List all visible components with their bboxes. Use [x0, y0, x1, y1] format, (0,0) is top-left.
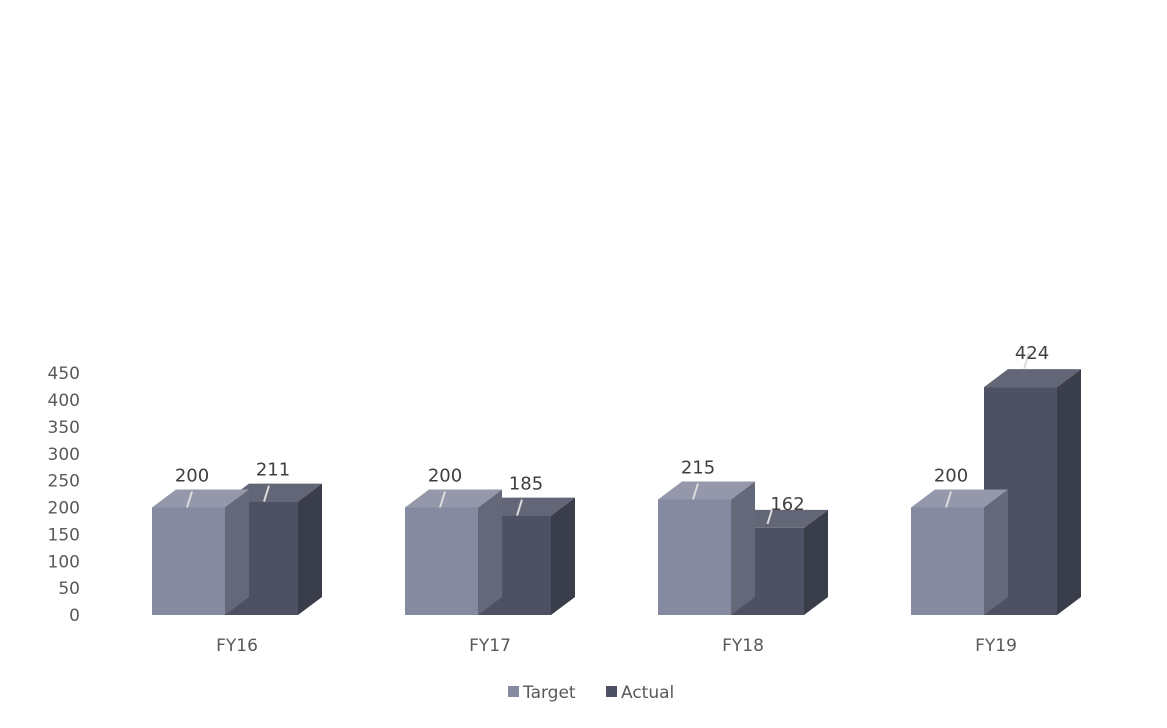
legend-label-target: Target — [522, 683, 576, 703]
data-label-actual-fy19: 424 — [1015, 343, 1049, 364]
bar-top-face — [911, 489, 1008, 508]
data-label-target-fy16: 200 — [175, 466, 209, 487]
y-tick-label-400: 400 — [48, 391, 80, 411]
bar-top-face — [984, 369, 1081, 388]
y-tick-label-150: 150 — [48, 525, 80, 545]
data-label-target-fy18: 215 — [681, 457, 715, 478]
y-tick-label-350: 350 — [48, 418, 80, 438]
y-tick-label-0: 0 — [69, 606, 80, 626]
x-tick-label-fy19: FY19 — [975, 636, 1017, 656]
data-labels: 200 211 200 185 215 162 200 424 — [175, 343, 1049, 525]
bar-target-fy18 — [658, 481, 755, 615]
data-label-leader — [692, 483, 699, 500]
y-tick-label-300: 300 — [48, 445, 80, 465]
bar-front-face — [405, 507, 478, 615]
y-tick-label-50: 50 — [58, 579, 80, 599]
y-tick-label-100: 100 — [48, 552, 80, 572]
bar-side-face — [984, 489, 1008, 615]
data-label-leader — [945, 491, 952, 508]
bar-target-fy19 — [911, 489, 1008, 615]
x-tick-label-fy16: FY16 — [216, 636, 258, 656]
legend-label-actual: Actual — [621, 683, 674, 703]
bar-side-face — [478, 489, 502, 615]
data-label-leader — [439, 491, 446, 508]
y-axis: 0 50 100 150 200 250 300 350 400 450 — [48, 364, 80, 626]
bars — [152, 369, 1081, 615]
bar-side-face — [804, 509, 828, 615]
bar-target-fy16 — [152, 489, 249, 615]
bar-side-face — [1057, 369, 1081, 615]
y-tick-label-450: 450 — [48, 364, 80, 384]
bar-top-face — [225, 483, 322, 502]
bar-target-fy17 — [405, 489, 502, 615]
data-label-leader — [1023, 352, 1030, 370]
legend: Target Actual — [508, 683, 674, 703]
bar-side-face — [298, 483, 322, 615]
data-label-actual-fy17: 185 — [509, 474, 543, 495]
data-label-leader — [186, 491, 193, 508]
bar-top-face — [405, 489, 502, 508]
bar-side-face — [225, 489, 249, 615]
x-tick-label-fy18: FY18 — [722, 636, 764, 656]
bar-actual-fy19 — [984, 369, 1081, 615]
bar-top-face — [478, 497, 575, 516]
bar-side-face — [731, 481, 755, 615]
legend-swatch-target — [508, 686, 519, 697]
data-label-leader — [766, 507, 774, 525]
data-label-actual-fy18: 162 — [770, 494, 804, 515]
x-axis: FY16 FY17 FY18 FY19 — [216, 636, 1017, 656]
bar-top-face — [658, 481, 755, 500]
bar-front-face — [152, 507, 225, 615]
data-label-leader — [263, 485, 270, 502]
data-label-actual-fy16: 211 — [256, 460, 290, 481]
bar-front-face — [911, 507, 984, 615]
bar-top-face — [731, 509, 828, 528]
y-tick-label-250: 250 — [48, 472, 80, 492]
legend-swatch-actual — [606, 686, 617, 697]
x-tick-label-fy17: FY17 — [469, 636, 511, 656]
data-label-target-fy19: 200 — [934, 466, 968, 487]
data-label-leader — [516, 499, 523, 516]
y-tick-label-200: 200 — [48, 499, 80, 519]
bar-front-face — [658, 499, 731, 615]
bar-top-face — [152, 489, 249, 508]
bar-side-face — [551, 497, 575, 615]
data-label-target-fy17: 200 — [428, 466, 462, 487]
